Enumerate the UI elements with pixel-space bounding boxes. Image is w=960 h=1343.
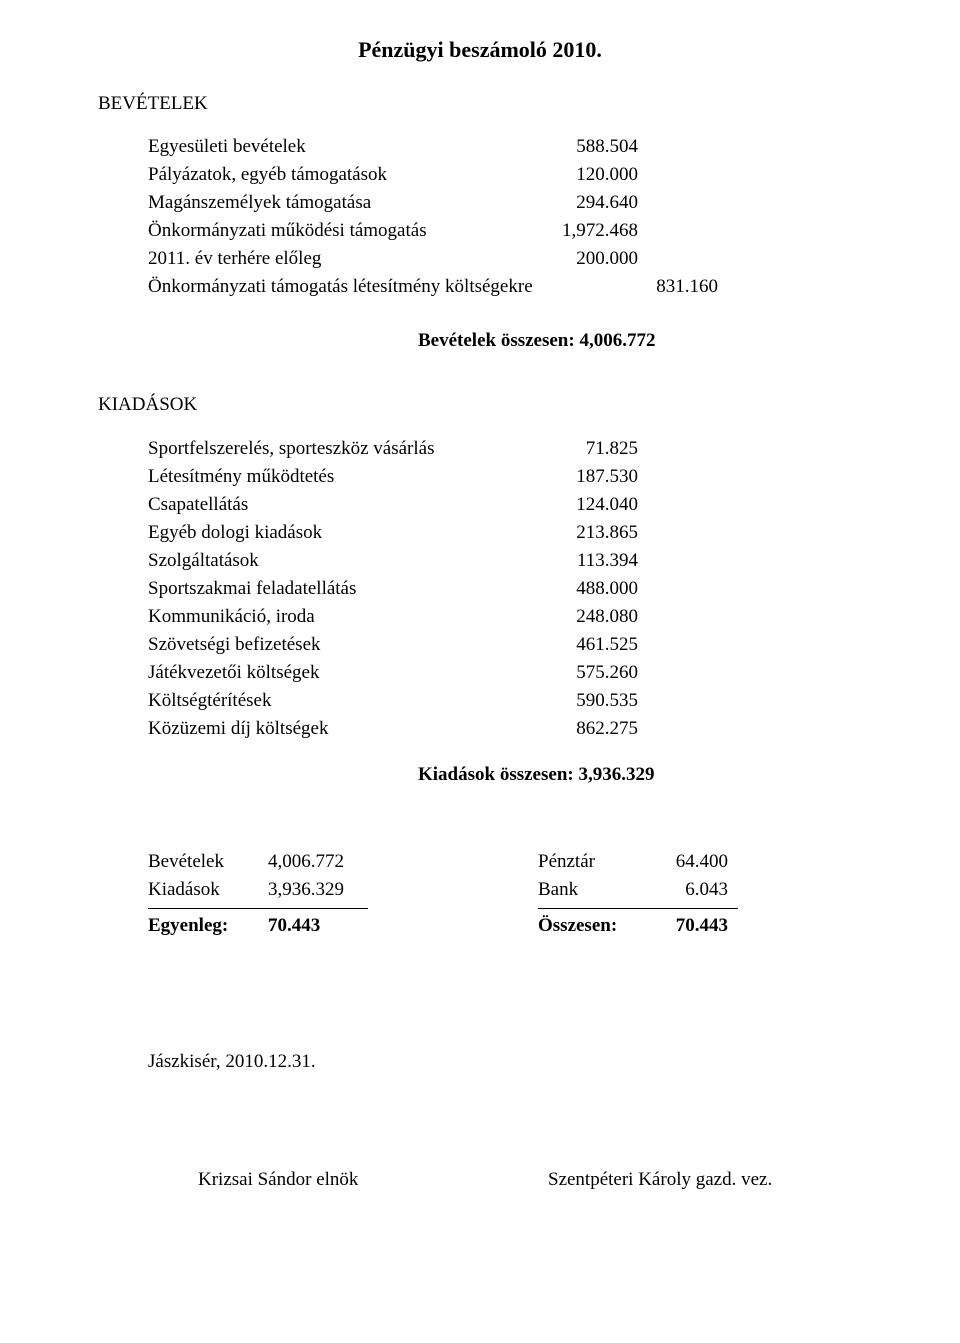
item-label: Költségtérítések xyxy=(98,690,271,711)
expenses-heading: KIADÁSOK xyxy=(98,391,862,419)
list-item: Kommunikáció, iroda 248.080 xyxy=(98,603,862,631)
item-value: 124.040 xyxy=(538,491,638,519)
item-value: 187.530 xyxy=(538,463,638,491)
signature-right: Szentpéteri Károly gazd. vez. xyxy=(548,1166,772,1194)
list-item: Önkormányzati működési támogatás 1,972.4… xyxy=(98,217,862,245)
list-item: Csapatellátás 124.040 xyxy=(98,491,862,519)
summary-left-label: Kiadások xyxy=(148,876,220,904)
summary-block: Bevételek 4,006.772 Kiadások 3,936.329 E… xyxy=(98,848,862,968)
divider xyxy=(148,908,368,909)
item-label: Szövetségi befizetések xyxy=(98,634,321,655)
item-value: 248.080 xyxy=(538,603,638,631)
signature-left: Krizsai Sándor elnök xyxy=(198,1166,358,1194)
item-value: 862.275 xyxy=(538,715,638,743)
summary-left-value: 3,936.329 xyxy=(268,876,378,904)
item-label: Pályázatok, egyéb támogatások xyxy=(98,164,387,185)
summary-right-value: 6.043 xyxy=(648,876,728,904)
summary-right-label: Bank xyxy=(538,876,578,904)
list-item: Sportszakmai feladatellátás 488.000 xyxy=(98,575,862,603)
item-label: Játékvezetői költségek xyxy=(98,662,319,683)
list-item: 2011. év terhére előleg 200.000 xyxy=(98,245,862,273)
list-item: Önkormányzati támogatás létesítmény költ… xyxy=(98,273,862,301)
item-value: 588.504 xyxy=(538,133,638,161)
item-label: Magánszemélyek támogatása xyxy=(98,192,371,213)
item-label: Önkormányzati támogatás létesítmény költ… xyxy=(98,276,533,297)
item-value: 488.000 xyxy=(538,575,638,603)
item-value: 113.394 xyxy=(538,547,638,575)
list-item: Költségtérítések 590.535 xyxy=(98,687,862,715)
expenses-list: Sportfelszerelés, sporteszköz vásárlás 7… xyxy=(98,435,862,743)
list-item: Egyéb dologi kiadások 213.865 xyxy=(98,519,862,547)
item-value: 831.160 xyxy=(618,273,718,301)
item-value: 200.000 xyxy=(538,245,638,273)
revenues-total: Bevételek összesen: 4,006.772 xyxy=(418,327,862,355)
list-item: Játékvezetői költségek 575.260 xyxy=(98,659,862,687)
item-value: 213.865 xyxy=(538,519,638,547)
summary-right-total-value: 70.443 xyxy=(648,912,728,940)
item-label: Egyéb dologi kiadások xyxy=(98,522,322,543)
summary-left-value: 4,006.772 xyxy=(268,848,378,876)
item-value: 590.535 xyxy=(538,687,638,715)
list-item: Létesítmény működtetés 187.530 xyxy=(98,463,862,491)
item-label: Önkormányzati működési támogatás xyxy=(98,220,427,241)
expenses-total: Kiadások összesen: 3,936.329 xyxy=(418,761,862,789)
list-item: Közüzemi díj költségek 862.275 xyxy=(98,715,862,743)
summary-left-label: Bevételek xyxy=(148,848,224,876)
summary-right-value: 64.400 xyxy=(648,848,728,876)
list-item: Sportfelszerelés, sporteszköz vásárlás 7… xyxy=(98,435,862,463)
item-value: 1,972.468 xyxy=(538,217,638,245)
item-label: Létesítmény működtetés xyxy=(98,466,334,487)
list-item: Szolgáltatások 113.394 xyxy=(98,547,862,575)
list-item: Pályázatok, egyéb támogatások 120.000 xyxy=(98,161,862,189)
summary-right-label: Pénztár xyxy=(538,848,595,876)
item-label: Kommunikáció, iroda xyxy=(98,606,315,627)
item-value: 461.525 xyxy=(538,631,638,659)
item-label: 2011. év terhére előleg xyxy=(98,248,321,269)
item-value: 71.825 xyxy=(538,435,638,463)
item-label: Közüzemi díj költségek xyxy=(98,718,328,739)
list-item: Szövetségi befizetések 461.525 xyxy=(98,631,862,659)
signature-row: Krizsai Sándor elnök Szentpéteri Károly … xyxy=(98,1166,862,1196)
divider xyxy=(538,908,738,909)
item-label: Csapatellátás xyxy=(98,494,248,515)
item-value: 120.000 xyxy=(538,161,638,189)
summary-left-total-label: Egyenleg: xyxy=(148,912,228,940)
revenues-list: Egyesületi bevételek 588.504 Pályázatok,… xyxy=(98,133,862,301)
revenues-heading: BEVÉTELEK xyxy=(98,90,862,118)
item-label: Sportfelszerelés, sporteszköz vásárlás xyxy=(98,438,434,459)
item-label: Egyesületi bevételek xyxy=(98,136,306,157)
page-title: Pénzügyi beszámoló 2010. xyxy=(98,34,862,66)
summary-left-total-value: 70.443 xyxy=(268,912,378,940)
list-item: Egyesületi bevételek 588.504 xyxy=(98,133,862,161)
item-value: 294.640 xyxy=(538,189,638,217)
item-value: 575.260 xyxy=(538,659,638,687)
item-label: Szolgáltatások xyxy=(98,550,259,571)
list-item: Magánszemélyek támogatása 294.640 xyxy=(98,189,862,217)
summary-right-total-label: Összesen: xyxy=(538,912,617,940)
item-label: Sportszakmai feladatellátás xyxy=(98,578,356,599)
footer-place-date: Jászkisér, 2010.12.31. xyxy=(98,1048,862,1076)
